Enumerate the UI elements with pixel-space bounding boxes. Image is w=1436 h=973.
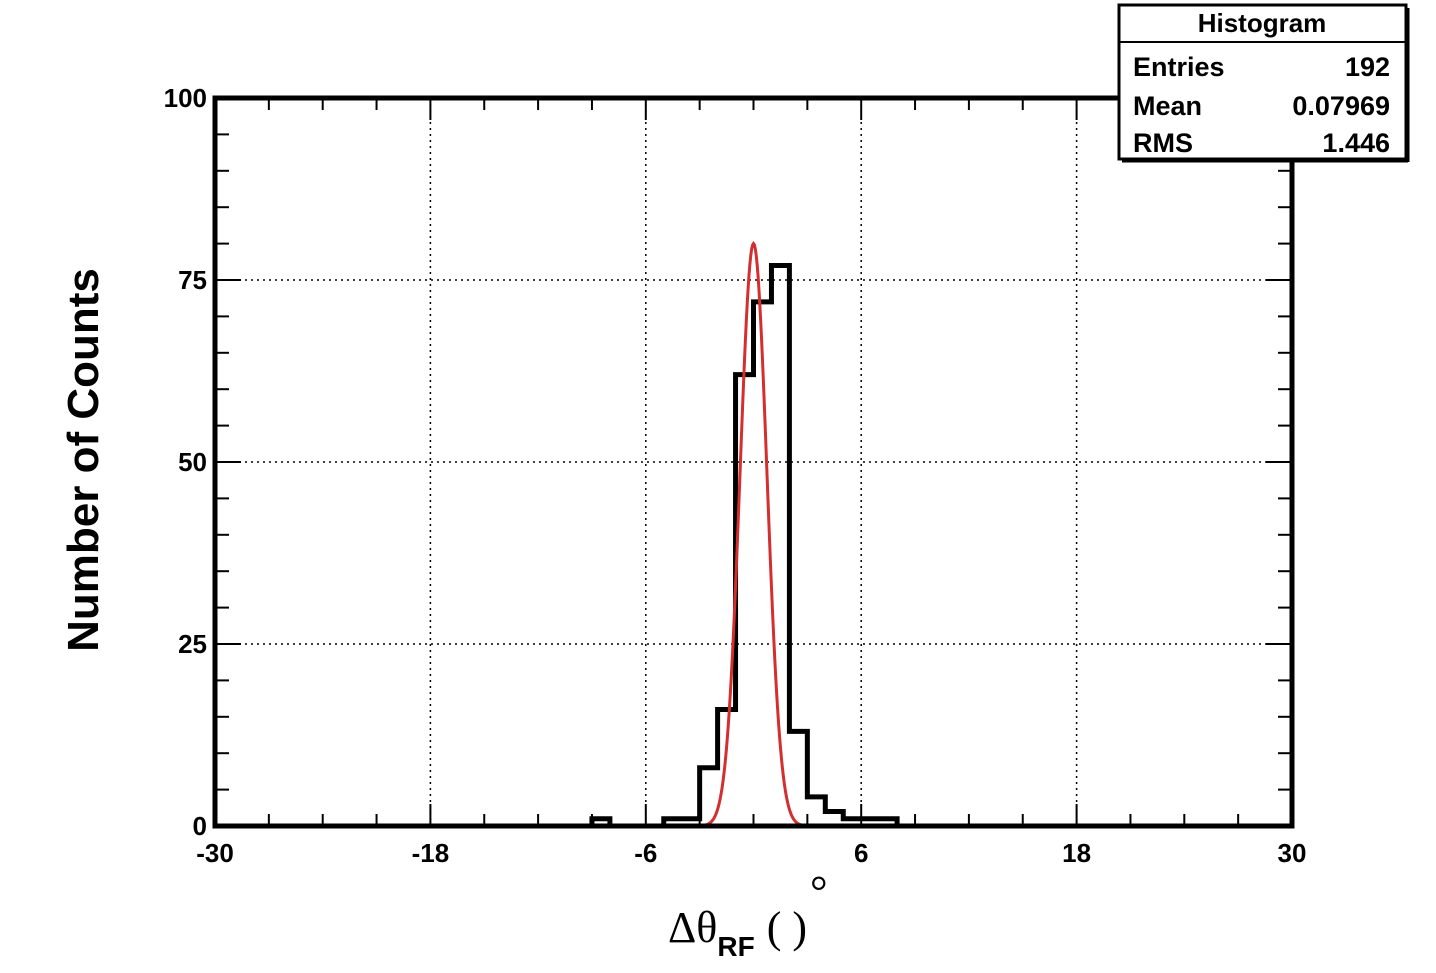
y-tick-label: 25 bbox=[178, 629, 207, 659]
histogram-outline bbox=[215, 262, 1292, 829]
y-tick-label: 0 bbox=[193, 811, 207, 841]
x-tick-label: 6 bbox=[854, 838, 868, 868]
x-axis-label-sub: RF bbox=[717, 931, 754, 962]
y-axis-label: Number of Counts bbox=[59, 268, 108, 652]
x-tick-label: -18 bbox=[412, 838, 450, 868]
x-axis-label: ΔθRF ( ) bbox=[668, 903, 807, 962]
plot-frame bbox=[212, 95, 1295, 829]
y-tick-label: 50 bbox=[178, 447, 207, 477]
stats-box-frame bbox=[1117, 3, 1408, 161]
x-tick-label: -30 bbox=[196, 838, 234, 868]
stats-value-entries: 192 bbox=[1345, 52, 1390, 82]
axis-ticks bbox=[214, 97, 1293, 827]
stats-label-mean: Mean bbox=[1133, 91, 1202, 121]
stats-value-rms: 1.446 bbox=[1322, 128, 1390, 158]
x-tick-label: 18 bbox=[1062, 838, 1091, 868]
y-tick-label: 100 bbox=[164, 83, 207, 113]
x-axis-label-unit: ( ) bbox=[767, 903, 807, 952]
grid-lines bbox=[215, 98, 1292, 826]
stats-box: Histogram Entries 192 Mean 0.07969 RMS 1… bbox=[1117, 3, 1410, 163]
y-tick-labels: 0 25 50 75 100 bbox=[164, 83, 207, 841]
x-axis-degree-symbol: ° bbox=[810, 867, 828, 916]
stats-label-entries: Entries bbox=[1133, 52, 1225, 82]
stats-value-mean: 0.07969 bbox=[1292, 91, 1390, 121]
x-axis-label-main: Δθ bbox=[668, 903, 717, 952]
histogram-series bbox=[215, 262, 1292, 829]
stats-box-title: Histogram bbox=[1198, 8, 1327, 38]
x-tick-label: -6 bbox=[634, 838, 657, 868]
y-tick-label: 75 bbox=[178, 265, 207, 295]
x-tick-label: 30 bbox=[1278, 838, 1307, 868]
x-tick-labels: -30 -18 -6 6 18 30 bbox=[196, 838, 1306, 868]
stats-label-rms: RMS bbox=[1133, 128, 1193, 158]
